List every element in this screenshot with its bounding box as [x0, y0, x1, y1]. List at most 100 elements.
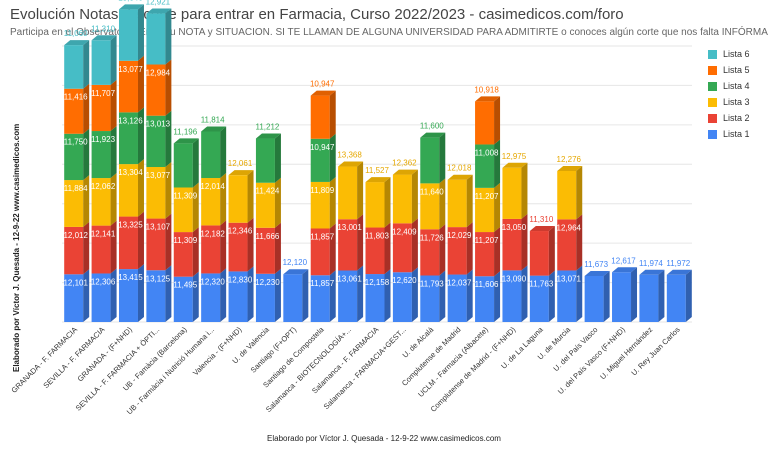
bar-top — [392, 169, 418, 175]
bar-side — [521, 265, 528, 322]
legend-item: Lista 5 — [708, 62, 750, 78]
chart-subtitle: Participa en el Observatorio: Envía tu N… — [10, 27, 768, 38]
bar-side — [411, 218, 418, 273]
bar-segment — [91, 225, 111, 274]
bar-side — [137, 107, 144, 165]
bar-segment — [228, 271, 248, 322]
legend-swatch — [708, 49, 717, 59]
data-label: 11,726 — [420, 233, 444, 242]
bar-top — [557, 165, 583, 171]
bar-side — [603, 270, 610, 322]
bar-segment — [118, 60, 138, 113]
data-label: 13,050 — [502, 223, 527, 232]
data-label: 11,857 — [310, 232, 334, 241]
bar-top — [502, 162, 528, 168]
bar-segment — [118, 164, 138, 217]
x-tick-label: Valencia - (F+NHD) — [191, 325, 244, 378]
y-axis-label: Elaborado por Víctor J. Quesada - 12-9-2… — [12, 123, 21, 372]
legend-swatch — [708, 81, 717, 91]
bar-side — [192, 138, 199, 188]
bar-segment — [557, 170, 577, 220]
bar-segment — [475, 187, 495, 233]
bar-side — [439, 224, 446, 276]
data-label: 12,830 — [228, 275, 253, 284]
bar-side — [165, 162, 172, 219]
bar-segment — [365, 182, 385, 228]
legend-label: Lista 5 — [723, 65, 750, 75]
bar-segment — [529, 275, 549, 322]
bar-side — [411, 169, 418, 224]
bar-segment — [392, 272, 412, 322]
bar-side — [110, 79, 117, 132]
bar-side — [274, 222, 281, 274]
data-label: 11,793 — [420, 280, 444, 289]
bar-side — [137, 159, 144, 217]
data-label: 12,061 — [228, 159, 253, 168]
bar-side — [110, 173, 117, 226]
data-label: 13,107 — [146, 223, 171, 232]
x-axis-label: Elaborado por Víctor J. Quesada - 12-9-2… — [267, 434, 501, 443]
legend: Lista 6 Lista 5 Lista 4 Lista 3 Lista 2 Lista… — [708, 46, 750, 142]
bar-top — [64, 40, 90, 46]
bar-top — [283, 269, 309, 275]
bar-top — [475, 96, 501, 102]
bar-segment — [365, 274, 385, 322]
data-label: 13,001 — [337, 223, 362, 232]
bar-segment — [310, 228, 330, 276]
bar-side — [274, 268, 281, 322]
data-label: 12,306 — [91, 277, 116, 286]
bar-side — [165, 8, 172, 65]
bar-top — [91, 35, 117, 41]
legend-swatch — [708, 65, 717, 75]
bar-segment — [173, 187, 193, 233]
bar-segment — [475, 101, 495, 145]
bar-side — [329, 223, 336, 276]
data-label: 12,409 — [392, 227, 417, 236]
bar-side — [357, 214, 364, 271]
bar-segment — [118, 216, 138, 270]
bar-side — [384, 222, 391, 275]
data-label: 12,120 — [283, 258, 308, 267]
data-label: 12,029 — [447, 231, 472, 240]
bar-segment — [91, 178, 111, 226]
data-label: 11,673 — [584, 260, 608, 269]
bar-side — [521, 162, 528, 219]
bar-segment — [173, 143, 193, 188]
bar-side — [466, 269, 473, 322]
bar-side — [192, 227, 199, 277]
bar-segment — [447, 274, 467, 322]
bar-side — [220, 220, 227, 274]
bar-top — [255, 133, 281, 139]
bar-segment — [64, 88, 84, 134]
data-label: 12,975 — [502, 152, 527, 161]
bar-segment — [118, 9, 138, 61]
bar-side — [83, 221, 90, 275]
data-label: 11,207 — [475, 192, 499, 201]
bar-top — [612, 267, 638, 273]
bar-segment — [502, 218, 522, 271]
data-label: 10,918 — [474, 85, 499, 94]
bar-segment — [64, 274, 84, 322]
bar-segment — [365, 227, 385, 275]
bar-side — [192, 182, 199, 233]
data-label: 12,362 — [392, 159, 417, 168]
bar-segment — [338, 270, 358, 322]
data-label: 13,368 — [337, 151, 362, 160]
data-label: 13,077 — [146, 171, 171, 180]
bar-segment — [310, 138, 330, 182]
bar-segment — [310, 95, 330, 139]
data-label: 13,077 — [118, 65, 143, 74]
data-label: 11,424 — [255, 187, 279, 196]
bar-top — [666, 269, 692, 275]
bar-segment — [392, 223, 412, 273]
bar-side — [631, 267, 638, 322]
bar-segment — [146, 64, 166, 116]
bar-segment — [173, 276, 193, 322]
bar-segment — [146, 13, 166, 65]
bar-side — [83, 40, 90, 89]
data-label: 12,617 — [611, 256, 636, 265]
data-label: 13,126 — [118, 116, 143, 125]
bar-segment — [146, 115, 166, 168]
bar-segment — [420, 137, 440, 184]
bar-side — [329, 176, 336, 229]
